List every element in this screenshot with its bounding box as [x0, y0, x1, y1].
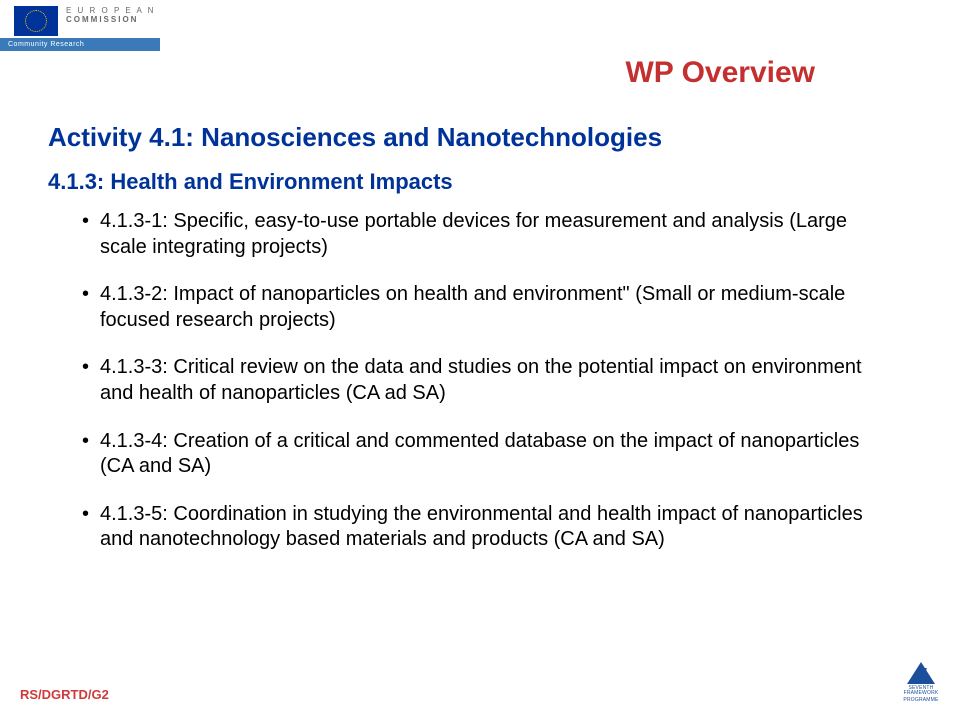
activity-heading: Activity 4.1: Nanosciences and Nanotechn… — [48, 122, 880, 153]
list-item: 4.1.3-3: Critical review on the data and… — [82, 355, 880, 406]
list-item: 4.1.3-4: Creation of a critical and comm… — [82, 429, 880, 480]
org-name: E U R O P E A N COMMISSION — [66, 6, 155, 24]
bullet-list: 4.1.3-1: Specific, easy-to-use portable … — [48, 209, 880, 553]
org-line2: COMMISSION — [66, 15, 155, 24]
fp7-caption-1: SEVENTH FRAMEWORK — [900, 686, 942, 696]
list-item: 4.1.3-5: Coordination in studying the en… — [82, 502, 880, 553]
page-title: WP Overview — [625, 56, 815, 90]
slide-page: { "header": { "org_line1": "E U R O P E … — [0, 0, 960, 720]
list-item: 4.1.3-1: Specific, easy-to-use portable … — [82, 209, 880, 260]
org-line1: E U R O P E A N — [66, 6, 155, 15]
eu-flag-icon — [14, 6, 58, 36]
fp7-caption-2: PROGRAMME — [900, 698, 942, 703]
header: E U R O P E A N COMMISSION Community Res… — [0, 0, 960, 54]
fp7-logo-icon: 7 SEVENTH FRAMEWORK PROGRAMME — [900, 662, 942, 710]
content-body: Activity 4.1: Nanosciences and Nanotechn… — [48, 122, 880, 575]
header-strip: Community Research — [0, 38, 160, 51]
footer-code: RS/DGRTD/G2 — [20, 687, 109, 702]
sub-heading: 4.1.3: Health and Environment Impacts — [48, 169, 880, 195]
list-item: 4.1.3-2: Impact of nanoparticles on heal… — [82, 282, 880, 333]
